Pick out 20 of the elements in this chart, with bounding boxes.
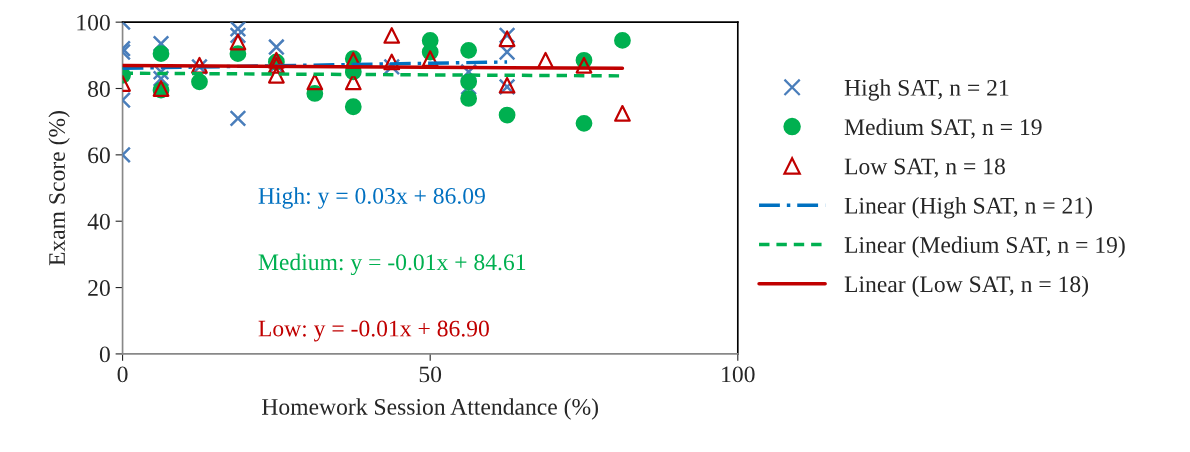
legend-label: High SAT, n = 21 <box>844 79 1009 101</box>
legend-label: Linear (High SAT, n = 21) <box>844 197 1092 219</box>
annotation: High: y = 0.03x + 86.09 <box>258 187 485 209</box>
y-tick-label: 40 <box>87 213 110 230</box>
y-tick-label: 60 <box>88 147 110 164</box>
legend-label: Medium SAT, n = 19 <box>844 118 1042 139</box>
x-tick-label: 100 <box>722 366 755 383</box>
y-tick-label: 20 <box>88 280 110 296</box>
legend-label: Linear (Low SAT, n = 18) <box>844 275 1089 298</box>
legend-label: Low SAT, n = 18 <box>844 158 1005 178</box>
y-tick-label: 0 <box>99 346 110 363</box>
y-tick-label: 80 <box>88 80 110 97</box>
annotation: Low: y = -0.01x + 86.90 <box>258 320 489 342</box>
annotation: Medium: y = -0.01x + 84.61 <box>258 253 526 276</box>
y-axis-title: Exam Score (%) <box>48 111 70 266</box>
x-tick-label: 0 <box>117 366 128 383</box>
legend-label: Linear (Medium SAT, n = 19) <box>844 236 1125 258</box>
y-tick-label: 100 <box>77 14 110 31</box>
x-tick-label: 50 <box>419 366 442 383</box>
x-axis-title: Homework Session Attendance (%) <box>262 398 598 420</box>
